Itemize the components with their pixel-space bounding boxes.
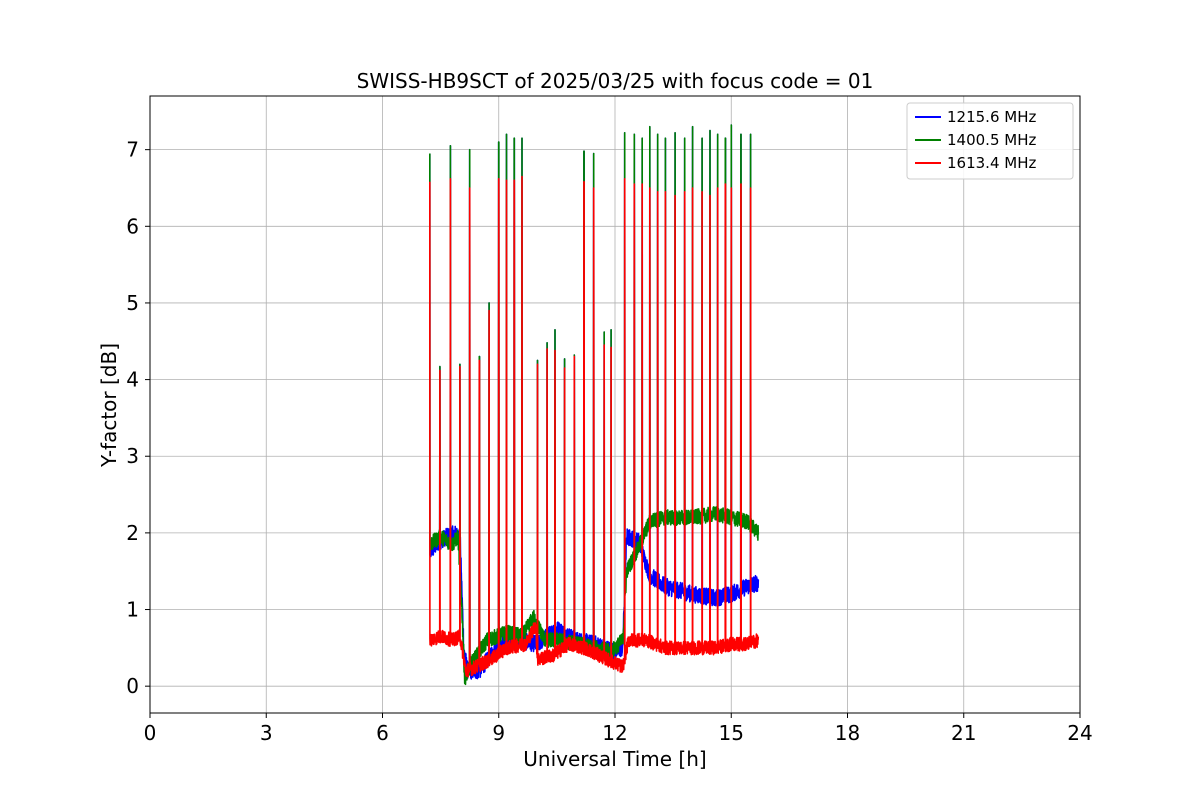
legend-entry: 1215.6 MHz — [947, 108, 1036, 126]
x-tick-label: 0 — [144, 721, 157, 745]
y-axis: 0 1 2 3 4 5 6 7 — [126, 138, 150, 698]
x-tick-label: 9 — [492, 721, 505, 745]
legend-entry: 1613.4 MHz — [947, 154, 1036, 172]
x-tick-label: 12 — [602, 721, 627, 745]
x-tick-label: 6 — [376, 721, 389, 745]
legend: 1215.6 MHz 1400.5 MHz 1613.4 MHz — [906, 102, 1074, 180]
y-tick-label: 3 — [126, 444, 139, 468]
x-axis-label: Universal Time [h] — [523, 747, 706, 771]
series-line-3 — [429, 175, 760, 678]
x-tick-label: 3 — [260, 721, 273, 745]
y-tick-label: 6 — [126, 214, 139, 238]
y-tick-label: 5 — [126, 291, 139, 315]
legend-entry: 1400.5 MHz — [947, 131, 1036, 149]
y-tick-label: 2 — [126, 521, 139, 545]
x-tick-label: 21 — [951, 721, 976, 745]
y-tick-label: 0 — [126, 674, 139, 698]
x-tick-label: 24 — [1067, 721, 1092, 745]
x-axis: 0 3 6 9 12 15 18 21 24 — [144, 713, 1093, 745]
chart-title: SWISS-HB9SCT of 2025/03/25 with focus co… — [357, 69, 874, 93]
y-tick-label: 1 — [126, 598, 139, 622]
y-tick-label: 4 — [126, 368, 139, 392]
x-tick-label: 18 — [835, 721, 860, 745]
y-tick-label: 7 — [126, 138, 139, 162]
y-axis-label: Y-factor [dB] — [97, 343, 121, 468]
legend-box — [906, 102, 1074, 180]
x-tick-label: 15 — [719, 721, 744, 745]
